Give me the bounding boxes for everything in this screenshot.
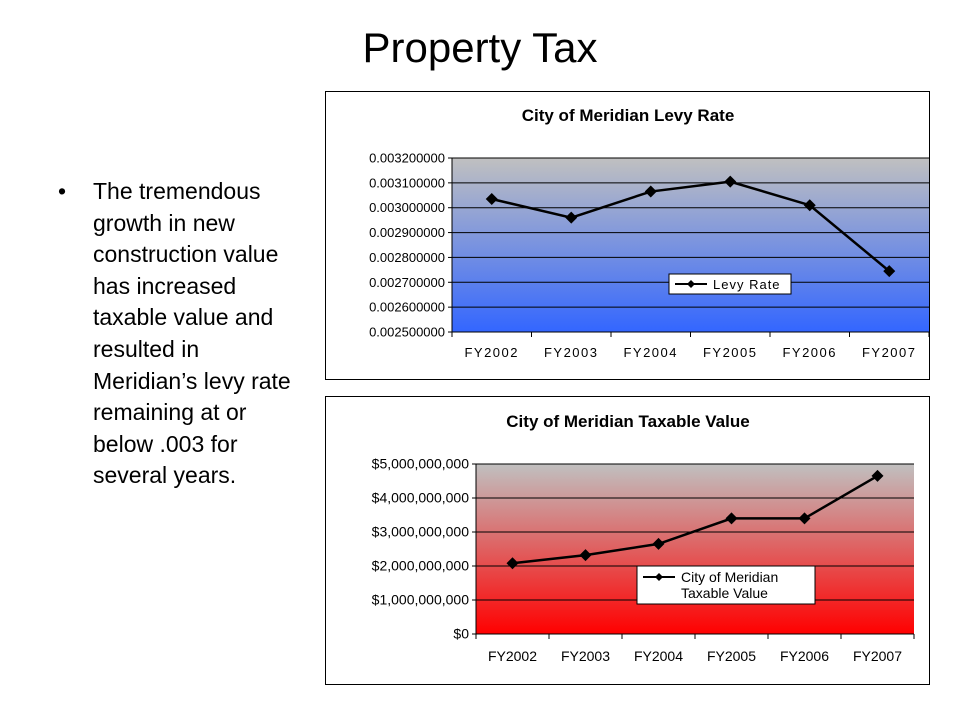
y-tick-label: $5,000,000,000 [372, 456, 470, 472]
legend-marker [687, 280, 695, 288]
slide-title: Property Tax [362, 24, 598, 71]
chart-title: City of Meridian Levy Rate [522, 106, 735, 125]
y-tick-label: $3,000,000,000 [372, 524, 470, 540]
x-tick-label: FY2003 [544, 345, 599, 360]
y-tick-label: 0.002800000 [369, 250, 445, 265]
x-tick-label: FY2007 [862, 345, 917, 360]
data-point [506, 557, 519, 570]
data-point [725, 512, 738, 525]
legend-marker [655, 573, 663, 581]
data-point [798, 512, 811, 525]
y-tick-label: $4,000,000,000 [372, 490, 470, 506]
y-tick-label: $0 [453, 626, 469, 642]
x-tick-label: FY2007 [853, 648, 902, 664]
x-tick-label: FY2005 [707, 648, 756, 664]
y-tick-label: 0.003100000 [369, 175, 445, 190]
data-point [803, 199, 816, 212]
levy-rate-chart-svg: City of Meridian Levy Rate 0.002500000 0.0… [369, 106, 929, 360]
taxable-value-chart-svg: City of Meridian Taxable Value $0 $1,000,0… [372, 412, 915, 664]
x-tick-label: FY2005 [703, 345, 758, 360]
data-point [871, 469, 884, 482]
x-tick-label: FY2003 [561, 648, 610, 664]
y-tick-label: 0.002500000 [369, 325, 445, 340]
y-tick-label: $2,000,000,000 [372, 558, 470, 574]
legend-label: City of Meridian [681, 569, 778, 585]
chart-title: City of Meridian Taxable Value [506, 412, 749, 431]
x-tick-label: FY2004 [623, 345, 678, 360]
legend-label: Taxable Value [681, 585, 768, 601]
plot-area [476, 464, 914, 634]
chart-legend: Levy Rate [668, 273, 792, 295]
y-tick-label: 0.002600000 [369, 300, 445, 315]
y-tick-label: $1,000,000,000 [372, 592, 470, 608]
data-point [724, 175, 737, 188]
x-tick-label: FY2006 [780, 648, 829, 664]
x-tick-label: FY2006 [782, 345, 837, 360]
y-tick-label: 0.002900000 [369, 225, 445, 240]
legend-label: Levy Rate [713, 277, 781, 292]
taxable-value-chart: City of Meridian Taxable Value $0 $1,000,0… [325, 396, 930, 685]
x-tick-label: FY2002 [488, 648, 537, 664]
data-point [485, 193, 498, 206]
data-point [652, 537, 665, 550]
levy-rate-chart: City of Meridian Levy Rate 0.002500000 0.0… [325, 91, 930, 380]
data-point [579, 549, 592, 562]
y-tick-label: 0.003000000 [369, 200, 445, 215]
bullet-text: The tremendous growth in new constructio… [93, 178, 291, 489]
series-line [512, 474, 879, 565]
legend-box [668, 273, 792, 295]
y-tick-label: 0.002700000 [369, 275, 445, 290]
legend-box [636, 565, 816, 605]
bullet-marker: • [58, 178, 67, 204]
data-point [565, 211, 578, 224]
series-line [491, 180, 891, 273]
x-tick-label: FY2004 [634, 648, 683, 664]
x-tick-label: FY2002 [464, 345, 519, 360]
data-point [883, 265, 896, 278]
data-point [644, 185, 657, 198]
y-tick-label: 0.003200000 [369, 151, 445, 166]
